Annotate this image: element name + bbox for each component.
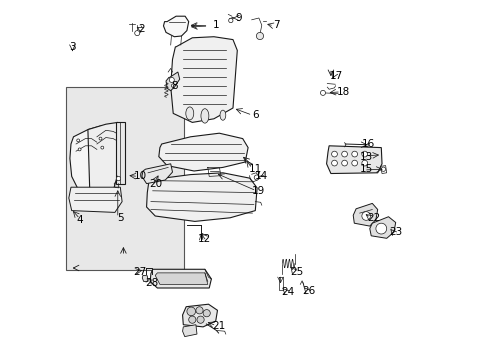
Circle shape xyxy=(361,160,367,166)
Circle shape xyxy=(341,160,347,166)
Ellipse shape xyxy=(201,109,208,123)
Polygon shape xyxy=(116,122,125,184)
Text: 13: 13 xyxy=(360,152,373,162)
Text: 19: 19 xyxy=(252,186,265,196)
Bar xyxy=(66,87,183,270)
Polygon shape xyxy=(88,122,122,198)
Circle shape xyxy=(77,139,80,142)
Text: 25: 25 xyxy=(290,267,303,277)
Polygon shape xyxy=(159,133,247,171)
Circle shape xyxy=(171,84,175,87)
Circle shape xyxy=(78,148,81,151)
Circle shape xyxy=(188,316,196,323)
Circle shape xyxy=(196,307,203,314)
Polygon shape xyxy=(142,164,172,184)
Circle shape xyxy=(254,175,259,180)
Text: 3: 3 xyxy=(69,42,76,52)
Text: 9: 9 xyxy=(235,13,242,23)
Circle shape xyxy=(331,160,337,166)
Text: 14: 14 xyxy=(255,171,268,181)
Text: 18: 18 xyxy=(336,87,349,97)
Text: 24: 24 xyxy=(281,287,294,297)
Polygon shape xyxy=(166,72,179,91)
Text: 21: 21 xyxy=(212,321,225,331)
Polygon shape xyxy=(326,146,381,174)
Circle shape xyxy=(361,151,367,157)
Circle shape xyxy=(169,77,174,82)
Circle shape xyxy=(99,137,102,140)
Circle shape xyxy=(331,151,337,157)
Polygon shape xyxy=(182,304,217,327)
Text: 15: 15 xyxy=(360,164,373,174)
Circle shape xyxy=(351,160,357,166)
Ellipse shape xyxy=(220,110,225,120)
Text: 27: 27 xyxy=(133,267,146,277)
Circle shape xyxy=(228,18,232,23)
Circle shape xyxy=(375,223,386,234)
Circle shape xyxy=(134,31,140,36)
Polygon shape xyxy=(142,275,148,282)
Text: 10: 10 xyxy=(133,171,146,181)
Polygon shape xyxy=(182,325,197,337)
Text: 23: 23 xyxy=(388,227,402,237)
Text: 11: 11 xyxy=(248,164,262,174)
Circle shape xyxy=(351,151,357,157)
Circle shape xyxy=(320,90,325,95)
Text: 16: 16 xyxy=(361,139,375,149)
Polygon shape xyxy=(170,37,237,122)
Text: 8: 8 xyxy=(171,81,177,91)
Ellipse shape xyxy=(185,107,193,120)
Text: 26: 26 xyxy=(302,286,315,296)
Polygon shape xyxy=(70,126,107,194)
Text: 22: 22 xyxy=(366,213,379,223)
Text: 17: 17 xyxy=(329,71,342,81)
Polygon shape xyxy=(69,187,122,212)
Circle shape xyxy=(101,146,103,149)
Polygon shape xyxy=(352,203,377,226)
Text: 20: 20 xyxy=(149,179,162,189)
Circle shape xyxy=(197,316,204,323)
Polygon shape xyxy=(155,273,207,284)
Circle shape xyxy=(186,307,195,316)
Circle shape xyxy=(116,176,121,181)
Circle shape xyxy=(381,167,385,171)
Circle shape xyxy=(361,212,370,220)
Text: 1: 1 xyxy=(212,20,219,30)
Circle shape xyxy=(256,32,263,40)
Text: 4: 4 xyxy=(77,215,83,225)
Text: 28: 28 xyxy=(145,278,158,288)
Text: 2: 2 xyxy=(138,24,145,34)
Text: 7: 7 xyxy=(273,20,280,30)
Polygon shape xyxy=(163,16,188,37)
Text: 5: 5 xyxy=(117,213,123,223)
Polygon shape xyxy=(369,217,395,238)
Polygon shape xyxy=(146,173,257,221)
Text: 12: 12 xyxy=(197,234,210,244)
Circle shape xyxy=(341,151,347,157)
Polygon shape xyxy=(150,269,211,288)
Text: 6: 6 xyxy=(251,110,258,120)
Circle shape xyxy=(203,310,210,317)
